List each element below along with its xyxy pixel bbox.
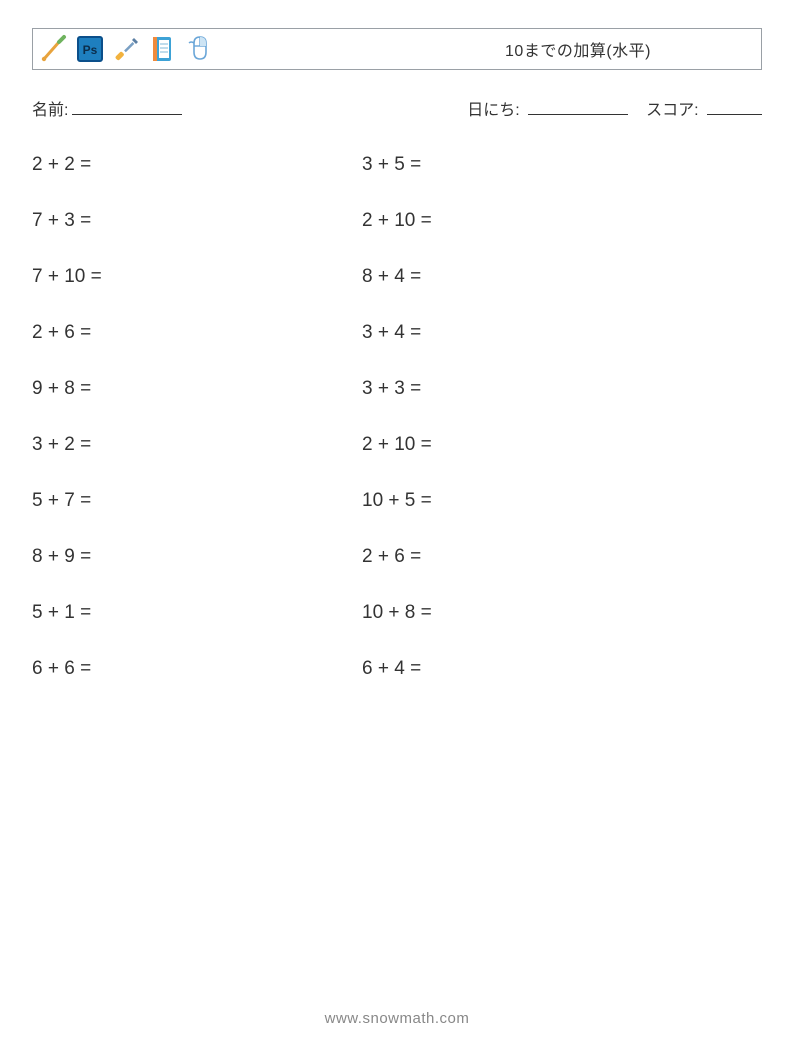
score-blank[interactable] (707, 98, 762, 115)
meta-name: 名前: (32, 96, 182, 120)
problem-cell: 2 + 10 = (362, 210, 682, 232)
name-blank[interactable] (72, 98, 182, 115)
problem-cell: 6 + 6 = (32, 658, 352, 680)
footer-url: www.snowmath.com (0, 1010, 794, 1027)
problem-cell: 2 + 2 = (32, 154, 352, 176)
problem-cell: 2 + 10 = (362, 434, 682, 456)
problem-cell: 3 + 5 = (362, 154, 682, 176)
problem-cell: 9 + 8 = (32, 378, 352, 400)
svg-text:Ps: Ps (83, 43, 98, 57)
problem-cell: 5 + 1 = (32, 602, 352, 624)
problems-grid: 2 + 2 = 3 + 5 = 7 + 3 = 2 + 10 = 7 + 10 … (32, 154, 762, 680)
date-label: 日にち: (467, 102, 519, 119)
problem-cell: 3 + 3 = (362, 378, 682, 400)
problem-cell: 10 + 8 = (362, 602, 682, 624)
meta-date: 日にち: (467, 96, 628, 120)
ps-icon: Ps (75, 34, 105, 64)
problem-cell: 10 + 5 = (362, 490, 682, 512)
date-blank[interactable] (528, 98, 628, 115)
header-icons: Ps (39, 34, 213, 64)
problem-cell: 3 + 2 = (32, 434, 352, 456)
mouse-icon (183, 34, 213, 64)
problem-cell: 8 + 9 = (32, 546, 352, 568)
meta-row: 名前: 日にち: スコア: (32, 96, 762, 120)
notebook-icon (147, 34, 177, 64)
problem-cell: 2 + 6 = (32, 322, 352, 344)
problem-cell: 5 + 7 = (32, 490, 352, 512)
problem-cell: 8 + 4 = (362, 266, 682, 288)
worksheet-page: Ps (0, 0, 794, 1053)
problem-cell: 6 + 4 = (362, 658, 682, 680)
problem-cell: 7 + 3 = (32, 210, 352, 232)
problem-cell: 3 + 4 = (362, 322, 682, 344)
problem-cell: 2 + 6 = (362, 546, 682, 568)
screwdriver-icon (111, 34, 141, 64)
worksheet-title: 10までの加算(水平) (505, 37, 651, 61)
meta-score: スコア: (646, 96, 762, 120)
brush-icon (39, 34, 69, 64)
name-label: 名前: (32, 96, 68, 120)
score-label: スコア: (646, 102, 698, 119)
problem-cell: 7 + 10 = (32, 266, 352, 288)
header-box: Ps (32, 28, 762, 70)
